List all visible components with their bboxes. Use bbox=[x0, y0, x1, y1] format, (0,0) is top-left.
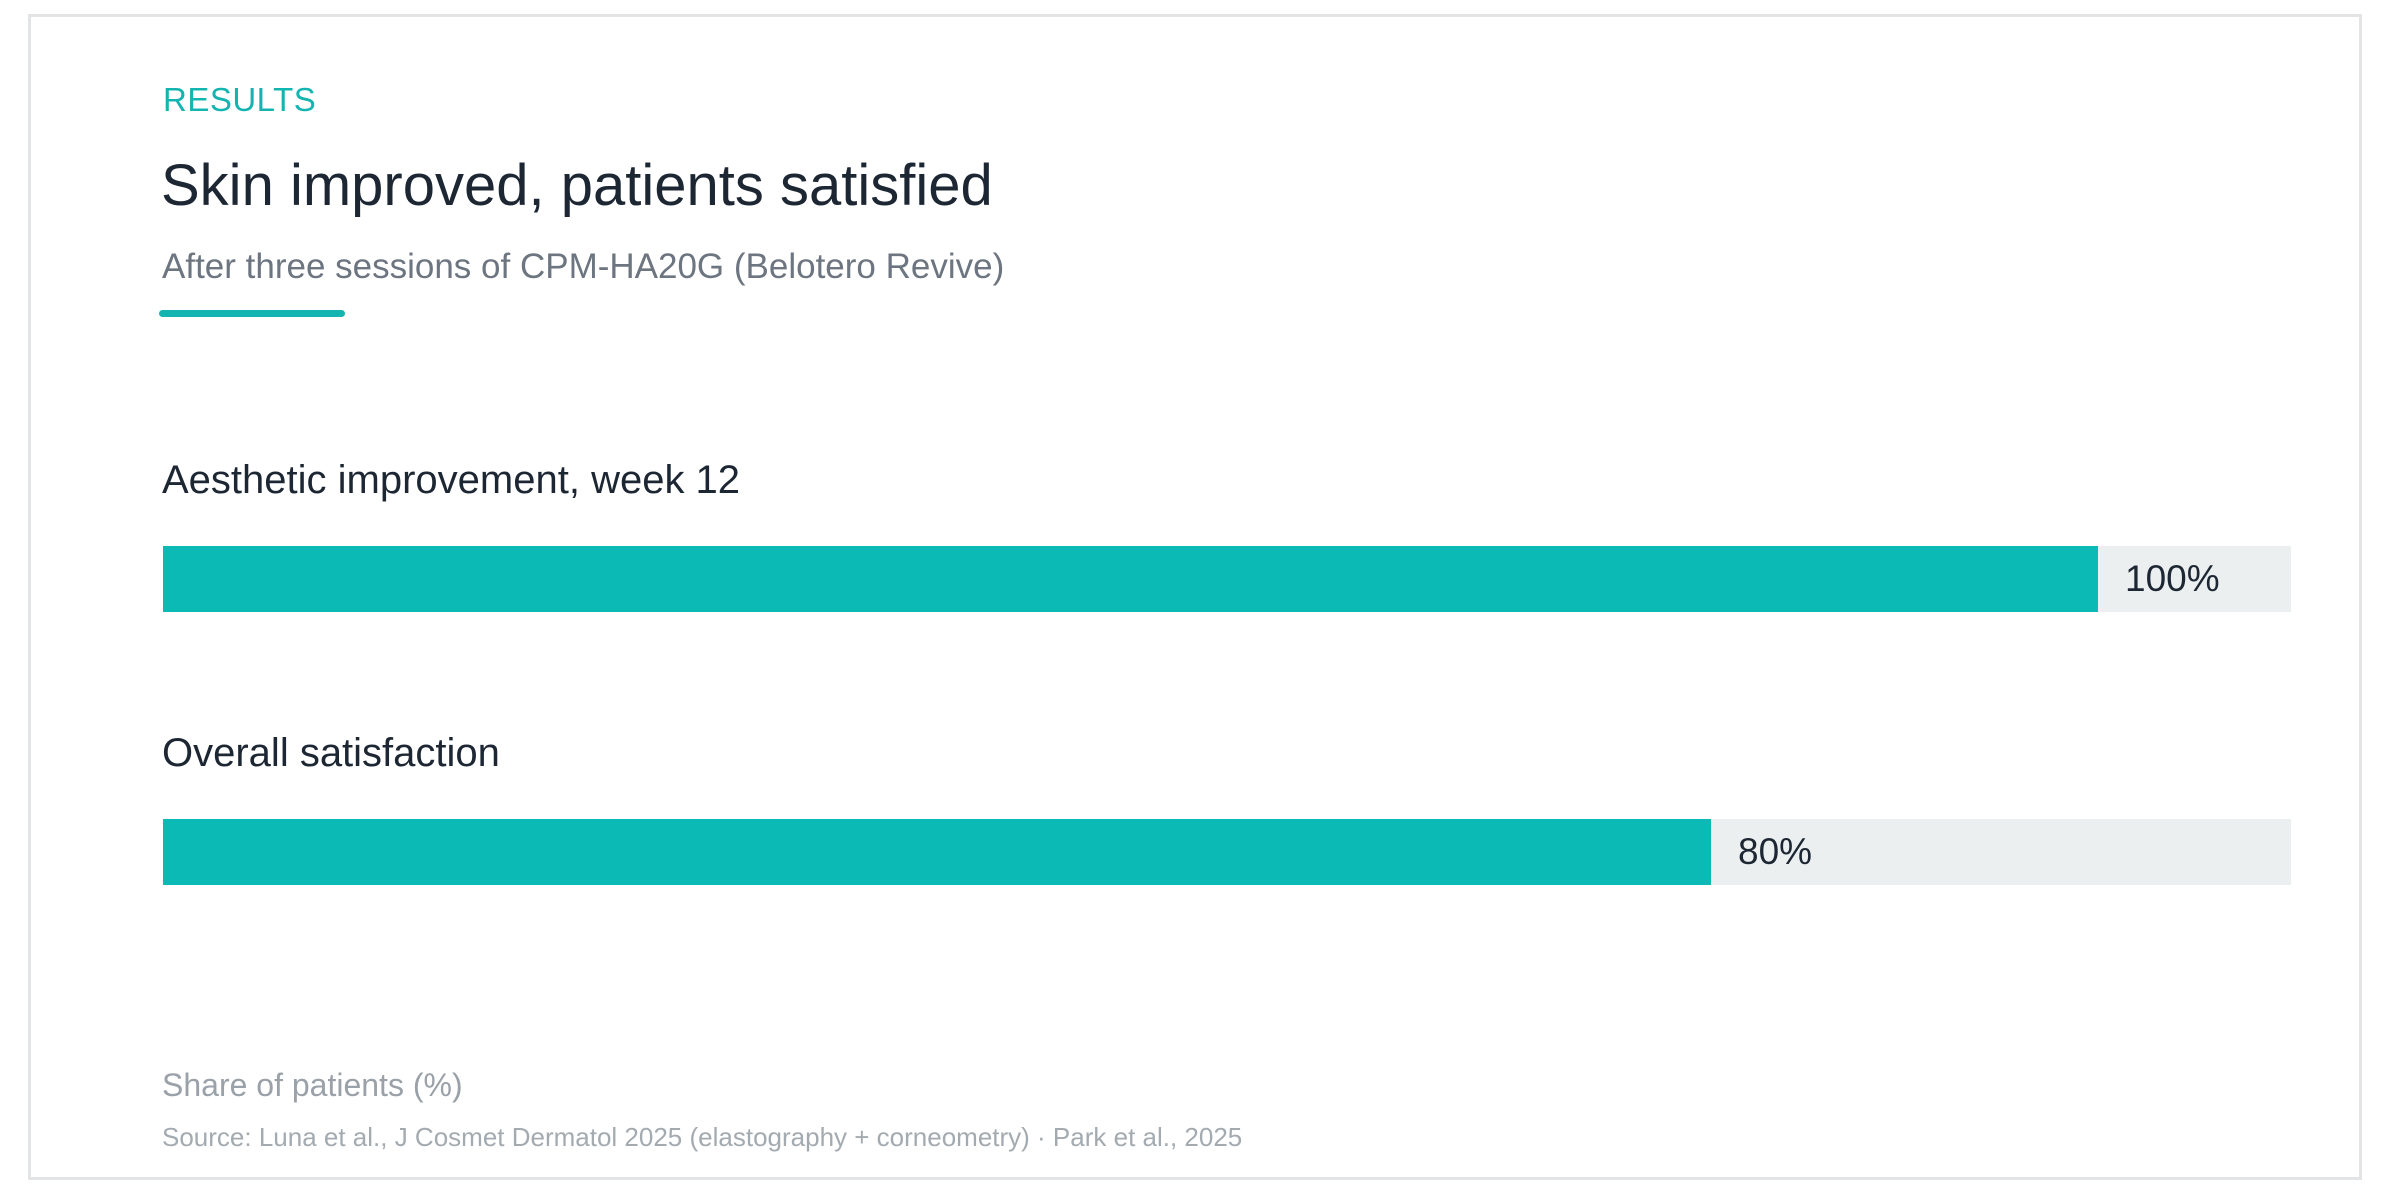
results-card: RESULTS Skin improved, patients satisfie… bbox=[28, 14, 2362, 1180]
chart-subtitle: After three sessions of CPM-HA20G (Belot… bbox=[162, 247, 1005, 286]
chart-title: Skin improved, patients satisfied bbox=[161, 153, 993, 218]
bar-label: Overall satisfaction bbox=[162, 731, 500, 775]
bar-track: 80% bbox=[163, 819, 2291, 885]
bar-value-label: 80% bbox=[1738, 831, 1813, 872]
bar-label: Aesthetic improvement, week 12 bbox=[162, 458, 741, 502]
accent-rule bbox=[159, 310, 345, 317]
axis-caption: Share of patients (%) bbox=[162, 1067, 463, 1103]
bar bbox=[163, 819, 1711, 885]
bar bbox=[163, 546, 2098, 612]
source-note: Source: Luna et al., J Cosmet Dermatol 2… bbox=[162, 1122, 1243, 1152]
results-content: RESULTS Skin improved, patients satisfie… bbox=[159, 17, 2291, 1177]
bar-track: 100% bbox=[163, 546, 2291, 612]
section-eyebrow: RESULTS bbox=[163, 81, 317, 118]
bar-value-label: 100% bbox=[2125, 558, 2220, 599]
